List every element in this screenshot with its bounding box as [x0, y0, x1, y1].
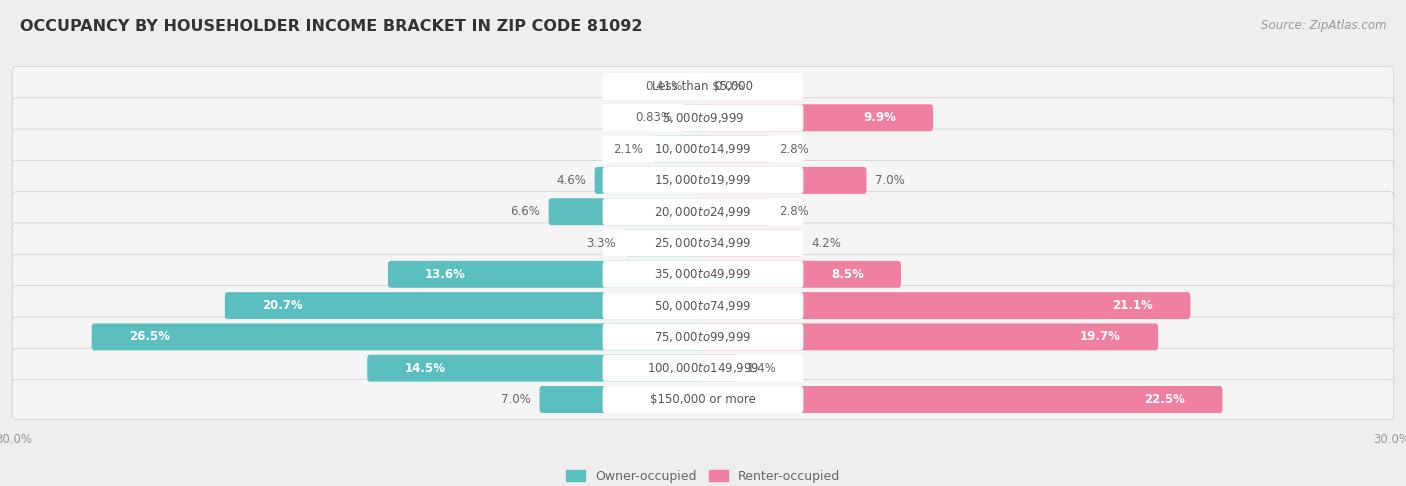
Text: 20.7%: 20.7%	[262, 299, 302, 312]
FancyBboxPatch shape	[13, 223, 1393, 263]
Text: $10,000 to $14,999: $10,000 to $14,999	[654, 142, 752, 156]
Text: 9.9%: 9.9%	[863, 111, 896, 124]
FancyBboxPatch shape	[603, 229, 803, 257]
Text: $15,000 to $19,999: $15,000 to $19,999	[654, 174, 752, 188]
FancyBboxPatch shape	[700, 198, 770, 225]
FancyBboxPatch shape	[603, 136, 803, 162]
Text: 0.41%: 0.41%	[645, 80, 682, 93]
FancyBboxPatch shape	[603, 292, 803, 319]
FancyBboxPatch shape	[603, 324, 803, 350]
Text: 8.5%: 8.5%	[831, 268, 863, 281]
FancyBboxPatch shape	[13, 348, 1393, 388]
FancyBboxPatch shape	[603, 355, 803, 382]
FancyBboxPatch shape	[13, 286, 1393, 326]
Text: $50,000 to $74,999: $50,000 to $74,999	[654, 298, 752, 312]
Text: Less than $5,000: Less than $5,000	[652, 80, 754, 93]
Legend: Owner-occupied, Renter-occupied: Owner-occupied, Renter-occupied	[561, 465, 845, 486]
FancyBboxPatch shape	[603, 198, 803, 225]
Text: 7.0%: 7.0%	[875, 174, 905, 187]
FancyBboxPatch shape	[388, 261, 706, 288]
FancyBboxPatch shape	[225, 292, 706, 319]
FancyBboxPatch shape	[700, 355, 738, 382]
FancyBboxPatch shape	[603, 261, 803, 288]
Text: 26.5%: 26.5%	[129, 330, 170, 344]
Text: 2.1%: 2.1%	[613, 142, 644, 156]
FancyBboxPatch shape	[700, 261, 901, 288]
Text: 4.6%: 4.6%	[555, 174, 586, 187]
FancyBboxPatch shape	[700, 229, 803, 257]
Text: 22.5%: 22.5%	[1144, 393, 1185, 406]
Text: 2.8%: 2.8%	[779, 205, 808, 218]
FancyBboxPatch shape	[690, 73, 706, 100]
FancyBboxPatch shape	[603, 167, 803, 194]
Text: 0.83%: 0.83%	[636, 111, 672, 124]
FancyBboxPatch shape	[681, 104, 706, 131]
Text: 7.0%: 7.0%	[501, 393, 531, 406]
Text: 19.7%: 19.7%	[1080, 330, 1121, 344]
Text: 21.1%: 21.1%	[1112, 299, 1153, 312]
FancyBboxPatch shape	[13, 191, 1393, 232]
FancyBboxPatch shape	[91, 324, 706, 350]
FancyBboxPatch shape	[367, 355, 706, 382]
Text: 0.0%: 0.0%	[714, 80, 744, 93]
FancyBboxPatch shape	[13, 160, 1393, 200]
Text: $100,000 to $149,999: $100,000 to $149,999	[647, 361, 759, 375]
FancyBboxPatch shape	[603, 73, 803, 100]
Text: $25,000 to $34,999: $25,000 to $34,999	[654, 236, 752, 250]
Text: OCCUPANCY BY HOUSEHOLDER INCOME BRACKET IN ZIP CODE 81092: OCCUPANCY BY HOUSEHOLDER INCOME BRACKET …	[20, 19, 643, 35]
Text: $35,000 to $49,999: $35,000 to $49,999	[654, 267, 752, 281]
FancyBboxPatch shape	[595, 167, 706, 194]
FancyBboxPatch shape	[13, 129, 1393, 169]
FancyBboxPatch shape	[13, 317, 1393, 357]
Text: 1.4%: 1.4%	[747, 362, 776, 375]
Text: 3.3%: 3.3%	[586, 237, 616, 249]
FancyBboxPatch shape	[540, 386, 706, 413]
FancyBboxPatch shape	[548, 198, 706, 225]
Text: $75,000 to $99,999: $75,000 to $99,999	[654, 330, 752, 344]
FancyBboxPatch shape	[652, 136, 706, 162]
Text: 6.6%: 6.6%	[510, 205, 540, 218]
Text: $20,000 to $24,999: $20,000 to $24,999	[654, 205, 752, 219]
FancyBboxPatch shape	[624, 229, 706, 257]
FancyBboxPatch shape	[13, 67, 1393, 106]
Text: $5,000 to $9,999: $5,000 to $9,999	[662, 111, 744, 125]
FancyBboxPatch shape	[603, 104, 803, 131]
FancyBboxPatch shape	[13, 98, 1393, 138]
FancyBboxPatch shape	[700, 324, 1159, 350]
Text: $150,000 or more: $150,000 or more	[650, 393, 756, 406]
FancyBboxPatch shape	[603, 386, 803, 413]
Text: 2.8%: 2.8%	[779, 142, 808, 156]
FancyBboxPatch shape	[700, 386, 1222, 413]
FancyBboxPatch shape	[13, 254, 1393, 295]
FancyBboxPatch shape	[700, 167, 866, 194]
Text: 14.5%: 14.5%	[405, 362, 446, 375]
FancyBboxPatch shape	[700, 136, 770, 162]
FancyBboxPatch shape	[700, 104, 934, 131]
Text: Source: ZipAtlas.com: Source: ZipAtlas.com	[1261, 19, 1386, 33]
FancyBboxPatch shape	[700, 292, 1191, 319]
Text: 13.6%: 13.6%	[425, 268, 465, 281]
Text: 4.2%: 4.2%	[811, 237, 841, 249]
FancyBboxPatch shape	[13, 380, 1393, 419]
